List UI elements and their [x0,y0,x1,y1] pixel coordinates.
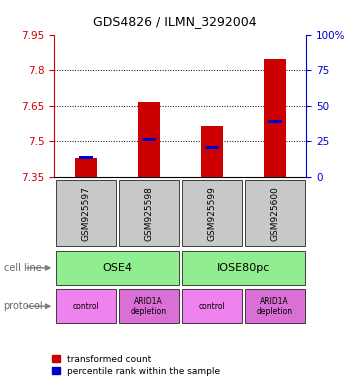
Bar [182,251,305,285]
Bar [268,120,282,122]
Text: control: control [198,302,225,311]
Bar [56,290,116,323]
Bar [245,180,305,246]
Text: GSM925597: GSM925597 [81,186,90,240]
Text: cell line: cell line [4,263,41,273]
Text: GDS4826 / ILMN_3292004: GDS4826 / ILMN_3292004 [93,15,257,28]
Legend: transformed count, percentile rank within the sample: transformed count, percentile rank withi… [52,355,220,376]
Text: GSM925600: GSM925600 [270,186,279,240]
Text: ARID1A
depletion: ARID1A depletion [131,296,167,316]
Bar [56,180,116,246]
Text: OSE4: OSE4 [102,263,132,273]
Bar [205,146,219,149]
Bar [245,290,305,323]
Text: GSM925599: GSM925599 [207,186,216,240]
Bar [142,138,156,141]
Bar [119,290,179,323]
Bar [201,126,223,177]
Text: control: control [72,302,99,311]
Bar [138,102,160,177]
Bar [56,251,179,285]
Bar [182,290,242,323]
Text: ARID1A
depletion: ARID1A depletion [257,296,293,316]
Text: IOSE80pc: IOSE80pc [217,263,270,273]
Bar [264,60,286,177]
Text: protocol: protocol [4,301,43,311]
Bar [119,180,179,246]
Bar [75,158,97,177]
Bar [79,156,93,159]
Bar [182,180,242,246]
Text: GSM925598: GSM925598 [144,186,153,240]
